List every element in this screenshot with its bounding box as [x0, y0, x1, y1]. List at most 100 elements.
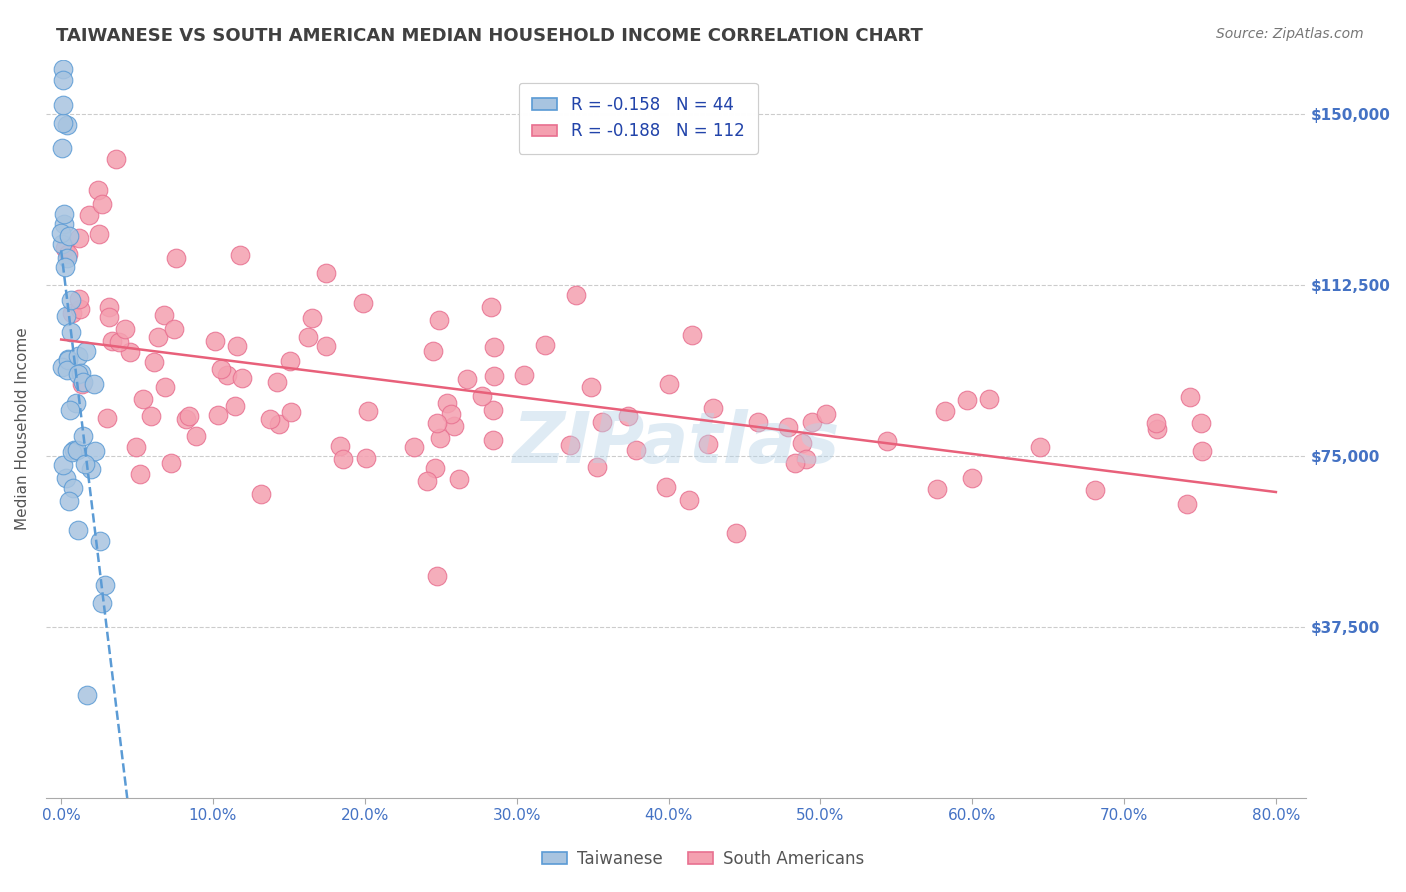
Point	[72, 375, 94, 389]
Point	[215, 368, 238, 383]
Point	[72, 428, 94, 442]
Point	[329, 439, 352, 453]
Point	[204, 334, 226, 349]
Point	[51, 140, 73, 154]
Point	[297, 330, 319, 344]
Point	[177, 409, 200, 424]
Point	[1178, 390, 1201, 404]
Point	[98, 300, 121, 314]
Point	[456, 372, 478, 386]
Point	[52, 62, 75, 76]
Point	[678, 493, 700, 508]
Point	[52, 72, 75, 87]
Point	[84, 444, 107, 458]
Point	[75, 344, 97, 359]
Point	[87, 182, 110, 196]
Point	[815, 408, 838, 422]
Point	[332, 451, 354, 466]
Point	[56, 352, 79, 367]
Point	[1189, 416, 1212, 430]
Point	[586, 460, 609, 475]
Point	[105, 153, 128, 167]
Point	[315, 339, 337, 353]
Point	[52, 97, 75, 112]
Point	[482, 403, 505, 417]
Point	[482, 341, 505, 355]
Point	[91, 596, 114, 610]
Point	[1144, 416, 1167, 430]
Point	[934, 404, 956, 418]
Point	[1175, 497, 1198, 511]
Point	[624, 442, 647, 457]
Point	[51, 360, 73, 375]
Point	[69, 366, 91, 380]
Point	[209, 362, 232, 376]
Point	[658, 376, 681, 391]
Point	[357, 404, 380, 418]
Point	[98, 310, 121, 325]
Point	[534, 338, 557, 352]
Point	[301, 311, 323, 326]
Point	[955, 393, 977, 408]
Point	[1084, 483, 1107, 498]
Point	[783, 456, 806, 470]
Point	[83, 377, 105, 392]
Point	[80, 462, 103, 476]
Point	[66, 367, 89, 381]
Point	[65, 442, 87, 457]
Point	[72, 376, 94, 391]
Point	[58, 351, 80, 366]
Point	[65, 396, 87, 410]
Point	[747, 415, 769, 429]
Point	[962, 471, 984, 485]
Point	[59, 402, 82, 417]
Point	[60, 445, 83, 459]
Point	[1191, 444, 1213, 458]
Point	[426, 416, 449, 430]
Point	[51, 236, 73, 251]
Point	[90, 197, 112, 211]
Point	[125, 440, 148, 454]
Point	[108, 335, 131, 350]
Point	[58, 229, 80, 244]
Point	[776, 419, 799, 434]
Point	[565, 287, 588, 301]
Point	[423, 460, 446, 475]
Point	[426, 569, 449, 583]
Point	[681, 328, 703, 343]
Point	[427, 313, 450, 327]
Point	[93, 578, 115, 592]
Point	[352, 296, 374, 310]
Point	[560, 438, 582, 452]
Point	[229, 247, 252, 261]
Point	[174, 411, 197, 425]
Point	[89, 533, 111, 548]
Point	[55, 309, 77, 323]
Point	[66, 524, 89, 538]
Point	[55, 363, 77, 377]
Point	[422, 344, 444, 359]
Point	[447, 472, 470, 486]
Point	[801, 415, 824, 429]
Text: ZIPatlas: ZIPatlas	[512, 409, 839, 478]
Point	[482, 369, 505, 384]
Point	[114, 322, 136, 336]
Point	[73, 457, 96, 471]
Point	[266, 375, 288, 389]
Point	[67, 350, 90, 364]
Point	[63, 442, 86, 457]
Point	[231, 371, 253, 385]
Point	[1146, 422, 1168, 436]
Point	[141, 409, 163, 424]
Legend: Taiwanese, South Americans: Taiwanese, South Americans	[536, 844, 870, 875]
Point	[471, 389, 494, 403]
Point	[280, 405, 302, 419]
Point	[53, 218, 76, 232]
Point	[51, 458, 73, 472]
Point	[513, 368, 536, 382]
Point	[143, 354, 166, 368]
Point	[69, 301, 91, 316]
Point	[224, 400, 246, 414]
Point	[443, 419, 465, 434]
Point	[152, 308, 174, 322]
